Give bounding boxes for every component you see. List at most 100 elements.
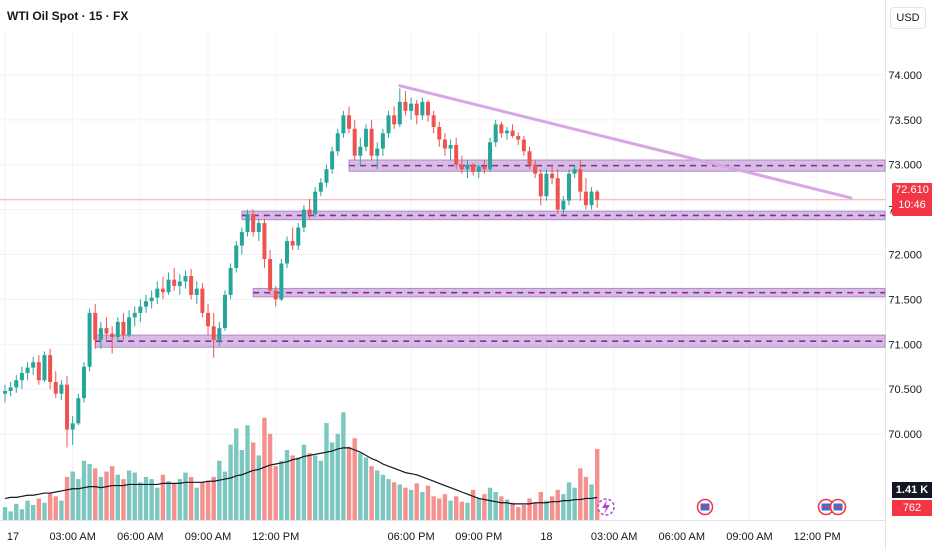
volume-bar: [8, 511, 13, 520]
candle-body: [499, 124, 504, 134]
candle-body: [110, 333, 115, 338]
currency-button[interactable]: USD: [890, 7, 926, 29]
price-tick-label: 71.500: [888, 294, 922, 306]
calendar-flag-icon[interactable]: [829, 498, 847, 516]
volume-bar: [544, 500, 549, 520]
volume-bar: [42, 502, 47, 520]
candle-body: [476, 166, 481, 172]
volume-bar: [375, 470, 380, 520]
candle-body: [290, 241, 295, 246]
volume-bar: [561, 494, 566, 520]
volume-bar: [81, 460, 87, 520]
volume-bar: [87, 464, 92, 520]
volume-bar: [521, 504, 527, 520]
candle-body: [59, 384, 64, 394]
candle-body: [301, 209, 306, 228]
calendar-flag-icon[interactable]: [696, 498, 714, 516]
time-axis[interactable]: 17 03:00 AM 06:00 AM 09:00 AM 12:00 PM 06:00 …: [7, 531, 841, 543]
volume-bar: [318, 460, 324, 520]
candle-body: [589, 191, 594, 206]
candle-body: [127, 317, 132, 336]
candle-body: [25, 367, 30, 374]
price-tick-label: 70.000: [888, 429, 922, 441]
last-price-value: 72.610: [895, 184, 929, 196]
volume-bar: [121, 479, 126, 520]
candle-body: [352, 128, 357, 156]
candle-body: [454, 144, 459, 165]
candle-body: [87, 312, 92, 367]
volume-bar: [431, 496, 436, 520]
candle-body: [403, 101, 408, 111]
candle-body: [409, 103, 414, 111]
volume-bar: [459, 501, 465, 520]
volume-bar: [262, 417, 267, 520]
candle-body: [555, 178, 560, 210]
volume-bar: [98, 476, 104, 520]
volume-bar: [516, 507, 521, 520]
candle-body: [206, 312, 211, 327]
candle-body: [459, 164, 464, 170]
candle-body: [572, 169, 577, 174]
time-tick-label: 17: [7, 531, 19, 543]
volume-bar: [211, 476, 216, 520]
volume-bar: [239, 450, 245, 520]
candle-body: [595, 191, 600, 200]
volume-bar: [205, 481, 211, 520]
trendline[interactable]: [398, 84, 853, 200]
candle-body: [19, 373, 24, 381]
volume-bar: [104, 471, 109, 520]
candle-body: [93, 312, 98, 340]
candle-body: [504, 130, 509, 134]
volume-bar: [527, 498, 532, 520]
candle-body: [53, 382, 58, 394]
lightning-event-icon[interactable]: [597, 498, 615, 516]
candle-body: [65, 384, 70, 430]
volume-bar: [538, 492, 543, 520]
candle-body: [521, 139, 526, 152]
volume-bar: [532, 502, 538, 520]
candle-body: [42, 355, 47, 381]
candle-body: [228, 267, 233, 295]
candle-body: [251, 214, 256, 233]
candle-body: [550, 173, 555, 179]
volume-bar: [279, 460, 284, 520]
volume-bar: [155, 487, 160, 520]
volume-bar: [499, 496, 504, 520]
candle-body: [510, 130, 515, 136]
candle-body: [369, 128, 374, 156]
candle-body: [155, 288, 160, 298]
candle-body: [493, 124, 498, 143]
candle-body: [313, 191, 318, 215]
candle-body: [426, 101, 430, 116]
candle-body: [420, 101, 425, 116]
volume-bar: [149, 479, 154, 520]
candle-body: [527, 151, 532, 165]
volume-badge: 762: [892, 500, 932, 516]
volume-bar: [572, 487, 577, 520]
candle-body: [239, 232, 244, 246]
volume-bar: [510, 502, 515, 520]
candle-body: [172, 279, 177, 286]
volume-bar: [595, 448, 600, 520]
volume-bar: [31, 504, 36, 520]
volume-bar: [307, 453, 312, 520]
price-tick-label: 70.500: [888, 384, 922, 396]
candle-body: [211, 326, 216, 340]
time-tick-label: 06:00 AM: [117, 531, 163, 543]
candle-body: [76, 398, 81, 424]
candle-body: [256, 223, 261, 233]
volume-bar: [442, 494, 448, 520]
volume-bar: [504, 499, 510, 520]
candle-body: [516, 135, 521, 140]
event-icons[interactable]: [597, 498, 847, 516]
time-tick-label: 18: [540, 531, 552, 543]
candle-body: [132, 312, 137, 318]
time-tick-label: 09:00 PM: [455, 531, 502, 543]
candle-body: [583, 191, 588, 206]
time-tick-label: 03:00 AM: [591, 531, 637, 543]
candle-body: [200, 288, 205, 313]
volume-bar: [380, 474, 386, 520]
volume-bar: [290, 455, 295, 520]
price-axis[interactable]: 74.00073.50073.00072.50072.00071.50071.0…: [888, 70, 922, 441]
